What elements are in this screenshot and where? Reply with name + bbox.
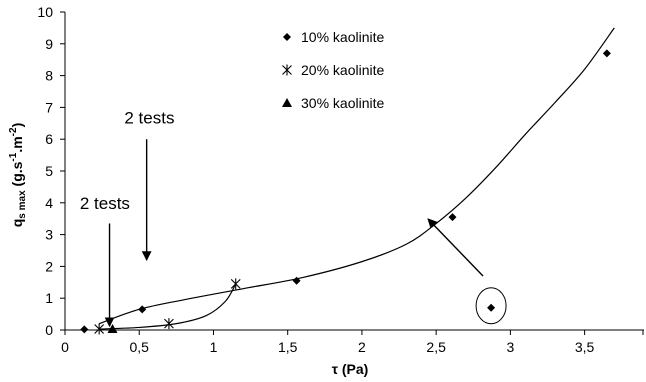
legend-label: 20% kaolinite [301, 62, 384, 78]
legend-marker [283, 33, 291, 41]
x-tick-group: 0 0,5 1 1,5 2 2,5 3 3,5 [61, 330, 644, 355]
y-tick-label: 6 [45, 131, 53, 147]
data-point [80, 325, 89, 334]
annotation-group: 2 tests 2 tests [80, 108, 507, 328]
y-tick-label: 4 [45, 195, 53, 211]
trend-curve-group [98, 27, 615, 330]
annotation-label: 2 tests [124, 108, 174, 127]
data-point [602, 49, 611, 58]
x-axis-title: τ (Pa) [332, 361, 369, 377]
x-tick-label: 2 [358, 339, 366, 355]
data-point [94, 323, 105, 335]
legend-marker [282, 98, 292, 107]
y-axis-title-units-open: (g.s [9, 161, 25, 190]
x-tick-label: 0,5 [129, 339, 149, 355]
legend: 10% kaolinite 20% kaolinite 30% kaolinite [282, 29, 384, 111]
y-tick-label: 7 [45, 99, 53, 115]
y-tick-label: 9 [45, 36, 53, 52]
y-tick-label: 1 [45, 290, 53, 306]
legend-label: 10% kaolinite [301, 29, 384, 45]
trend-curve [98, 27, 615, 325]
y-axis-title-units-mid: .m [9, 136, 25, 152]
y-axis-title-exp2: -2 [8, 127, 19, 136]
y-tick-label: 0 [45, 322, 53, 338]
y-tick-label: 8 [45, 68, 53, 84]
x-tick-label: 1 [210, 339, 218, 355]
y-tick-label: 5 [45, 163, 53, 179]
y-axis-title-exp1: -1 [8, 152, 19, 161]
y-axis-title-sub: s max [17, 190, 28, 219]
x-tick-label: 1,5 [278, 339, 298, 355]
y-tick-label: 2 [45, 258, 53, 274]
y-axis-title-units-close: ) [9, 123, 25, 128]
legend-label: 30% kaolinite [301, 95, 384, 111]
data-point [230, 278, 241, 290]
data-point [107, 324, 118, 334]
highlight-circle [475, 287, 507, 325]
x-tick-label: 0 [61, 339, 69, 355]
data-point [292, 276, 301, 285]
data-point-group [80, 49, 611, 335]
legend-marker [282, 64, 292, 76]
y-axis-title-base: q [9, 219, 25, 228]
highlight-arrow [427, 218, 484, 277]
data-point [448, 213, 457, 222]
x-tick-label: 2,5 [426, 339, 446, 355]
y-tick-group: 0 1 2 3 4 5 6 7 8 9 10 [37, 4, 65, 338]
data-point [164, 318, 174, 330]
trend-curve [99, 283, 237, 330]
annotation-label: 2 tests [80, 194, 130, 213]
y-tick-label: 3 [45, 227, 53, 243]
x-tick-label: 3 [506, 339, 514, 355]
data-point [138, 305, 147, 314]
y-tick-label: 10 [37, 4, 53, 20]
data-point [487, 303, 496, 312]
y-axis-title: qs max (g.s-1.m-2) [8, 123, 28, 228]
x-tick-label: 3,5 [575, 339, 595, 355]
